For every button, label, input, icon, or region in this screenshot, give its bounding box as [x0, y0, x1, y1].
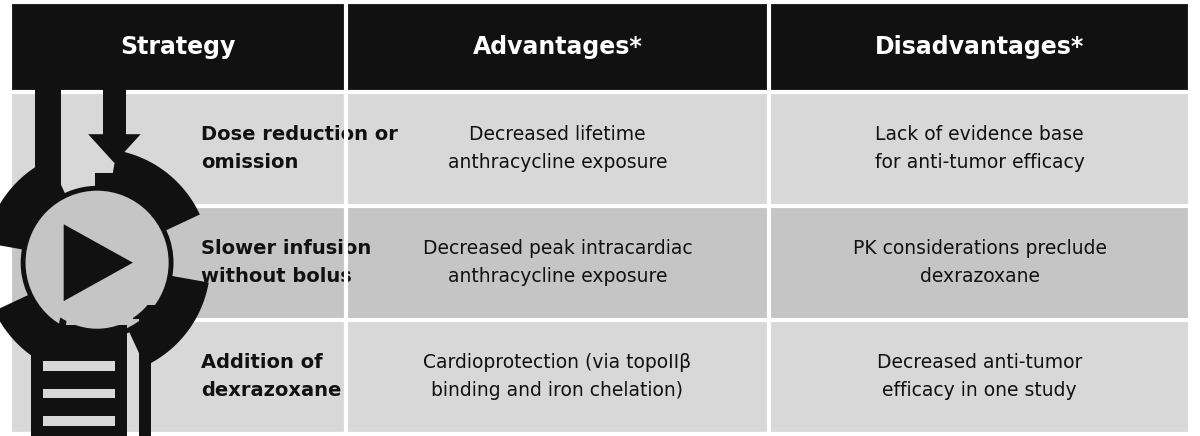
- Bar: [346, 206, 769, 320]
- Text: Addition of
dexrazoxane: Addition of dexrazoxane: [202, 353, 342, 400]
- Bar: [10, 320, 346, 434]
- Polygon shape: [0, 293, 85, 375]
- Bar: [133, 305, 157, 319]
- Bar: [31, 325, 127, 436]
- Text: Lack of evidence base
for anti-tumor efficacy: Lack of evidence base for anti-tumor eff…: [875, 125, 1085, 172]
- Bar: [43, 416, 115, 426]
- Polygon shape: [88, 134, 140, 163]
- Text: Dose reduction or
omission: Dose reduction or omission: [202, 125, 398, 172]
- Bar: [43, 361, 115, 371]
- Text: Decreased lifetime
anthracycline exposure: Decreased lifetime anthracycline exposur…: [448, 125, 667, 172]
- Polygon shape: [127, 275, 209, 366]
- Bar: [346, 92, 769, 206]
- Bar: [769, 92, 1190, 206]
- Bar: [95, 173, 133, 242]
- Bar: [43, 388, 115, 398]
- Bar: [10, 92, 346, 206]
- Polygon shape: [0, 159, 67, 250]
- Bar: [139, 311, 151, 436]
- Bar: [61, 56, 107, 80]
- Text: Disadvantages*: Disadvantages*: [875, 35, 1085, 59]
- Bar: [103, 80, 126, 136]
- Text: Decreased peak intracardiac
anthracycline exposure: Decreased peak intracardiac anthracyclin…: [422, 239, 692, 286]
- Bar: [10, 206, 346, 320]
- Text: Cardioprotection (via topoIIβ
binding and iron chelation): Cardioprotection (via topoIIβ binding an…: [424, 353, 691, 400]
- Text: Decreased anti-tumor
efficacy in one study: Decreased anti-tumor efficacy in one stu…: [877, 353, 1082, 400]
- Bar: [769, 2, 1190, 92]
- Bar: [769, 206, 1190, 320]
- Bar: [35, 56, 61, 242]
- Bar: [10, 2, 346, 92]
- Text: Strategy: Strategy: [120, 35, 235, 59]
- Ellipse shape: [31, 197, 163, 329]
- Ellipse shape: [23, 188, 172, 337]
- Text: Advantages*: Advantages*: [473, 35, 642, 59]
- Bar: [346, 2, 769, 92]
- Bar: [346, 320, 769, 434]
- Polygon shape: [109, 150, 200, 233]
- Bar: [769, 320, 1190, 434]
- Text: Slower infusion
without bolus: Slower infusion without bolus: [202, 239, 372, 286]
- Text: PK considerations preclude
dexrazoxane: PK considerations preclude dexrazoxane: [853, 239, 1106, 286]
- Polygon shape: [64, 224, 133, 301]
